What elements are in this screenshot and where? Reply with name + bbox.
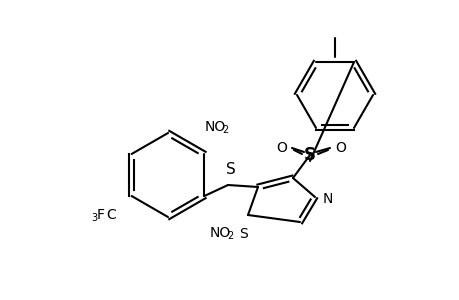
Text: O: O — [334, 141, 345, 155]
Text: N: N — [322, 192, 333, 206]
Text: NO: NO — [205, 120, 226, 134]
Text: S: S — [226, 162, 235, 177]
Text: S: S — [239, 227, 248, 241]
Text: O: O — [275, 141, 286, 155]
Text: NO: NO — [210, 226, 231, 240]
Text: 2: 2 — [226, 231, 233, 241]
Text: 2: 2 — [222, 125, 228, 135]
Text: 3: 3 — [91, 213, 97, 223]
Text: S: S — [303, 146, 315, 164]
Text: C: C — [106, 208, 116, 222]
Text: F: F — [97, 208, 105, 222]
